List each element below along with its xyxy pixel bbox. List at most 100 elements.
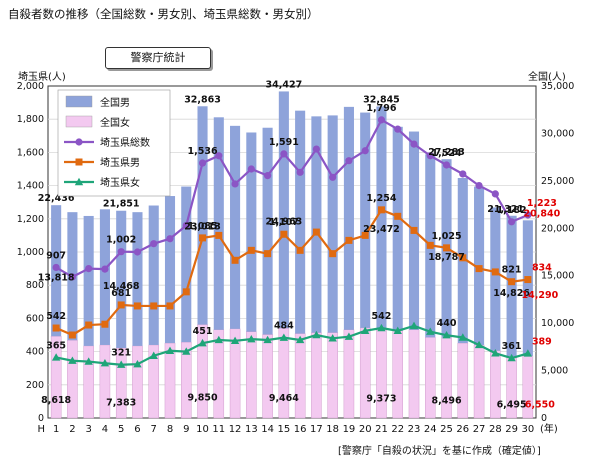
right-tick-label: 10,000 bbox=[541, 318, 574, 329]
national-total-label: 21,321 bbox=[487, 204, 524, 215]
bar-national-female bbox=[50, 336, 62, 419]
marker-埼玉県女 bbox=[84, 357, 93, 365]
marker-埼玉県男 bbox=[150, 302, 158, 310]
national-female-label: 9,850 bbox=[188, 392, 218, 403]
marker-埼玉県女 bbox=[426, 327, 435, 335]
marker-埼玉県女 bbox=[312, 330, 321, 339]
bar-national-female bbox=[246, 331, 257, 419]
bar-national-female bbox=[99, 344, 111, 419]
national-male-label: 23,013 bbox=[184, 221, 221, 232]
bar-national-female bbox=[343, 329, 355, 419]
marker-埼玉県男 bbox=[426, 241, 434, 249]
bar-national-female bbox=[115, 347, 127, 419]
national-female-label: 8,496 bbox=[432, 395, 462, 406]
national-total-label: 32,845 bbox=[363, 94, 400, 105]
national-male-label: 13,818 bbox=[38, 272, 75, 283]
legend-box bbox=[57, 89, 171, 197]
left-axis-label: 埼玉県(人) bbox=[18, 72, 66, 83]
x-tick-label: 21 bbox=[375, 424, 388, 435]
marker-埼玉県総数 bbox=[296, 168, 304, 176]
x-tick-label: 26 bbox=[456, 424, 469, 435]
saitama-male-label: 1,025 bbox=[432, 231, 462, 242]
saitama-male-label: 1,107 bbox=[269, 217, 299, 228]
x-tick-label: 14 bbox=[261, 424, 274, 435]
bar-national-male bbox=[83, 215, 94, 346]
left-tick-label: 800 bbox=[26, 280, 44, 291]
bar-national-male bbox=[51, 205, 62, 337]
marker-埼玉県男 bbox=[117, 301, 125, 309]
left-tick-label: 1,800 bbox=[17, 114, 44, 125]
saitama-total-label: 1,182 bbox=[497, 205, 527, 216]
x-tick-label: 7 bbox=[151, 424, 157, 435]
marker-埼玉県男 bbox=[296, 246, 304, 254]
national-male-label: 14,468 bbox=[103, 281, 140, 292]
marker-埼玉県男 bbox=[443, 244, 451, 252]
x-tick-label: 27 bbox=[473, 424, 486, 435]
marker-埼玉県女 bbox=[393, 326, 402, 335]
x-tick-label: 30 bbox=[521, 424, 534, 435]
marker-埼玉県総数 bbox=[264, 172, 272, 180]
bar-national-female bbox=[376, 328, 387, 419]
x-tick-label: 10 bbox=[196, 424, 209, 435]
marker-埼玉県男 bbox=[475, 265, 483, 273]
source-badge: 警察庁統計 bbox=[105, 47, 211, 69]
marker-埼玉県男 bbox=[231, 256, 239, 264]
left-tick-label: 600 bbox=[26, 313, 44, 324]
marker-埼玉県女 bbox=[247, 334, 256, 343]
x-axis-suffix: (年) bbox=[540, 422, 558, 435]
marker-埼玉県男 bbox=[524, 276, 532, 284]
marker-埼玉県女 bbox=[68, 356, 77, 364]
marker-埼玉県男 bbox=[182, 288, 190, 296]
national-total-label: 21,851 bbox=[103, 199, 140, 210]
marker-埼玉県男 bbox=[377, 206, 385, 214]
legend-label: 全国男 bbox=[100, 96, 130, 109]
right-tick-label: 15,000 bbox=[541, 271, 574, 282]
x-tick-label: 13 bbox=[245, 424, 258, 435]
marker-埼玉県女 bbox=[165, 346, 175, 354]
x-tick-label: 19 bbox=[343, 424, 356, 435]
bar-national-male bbox=[522, 220, 533, 356]
marker-埼玉県女 bbox=[442, 330, 451, 339]
bar-national-male bbox=[67, 212, 78, 341]
bar-national-male bbox=[490, 207, 501, 351]
marker-埼玉県女 bbox=[117, 360, 126, 368]
marker-埼玉県男 bbox=[133, 302, 141, 310]
national-male-label: 18,787 bbox=[428, 252, 465, 263]
right-tick-label: 5,000 bbox=[541, 366, 568, 377]
left-tick-label: 1,000 bbox=[17, 247, 44, 258]
national-male-label: 14,290 bbox=[522, 290, 559, 301]
marker-埼玉県総数 bbox=[312, 145, 320, 153]
right-tick-label: 30,000 bbox=[541, 128, 574, 139]
saitama-total-label: 1,223 bbox=[527, 198, 557, 209]
marker-埼玉県女 bbox=[133, 360, 142, 368]
marker-埼玉県女 bbox=[377, 323, 386, 332]
marker-埼玉県女 bbox=[491, 349, 500, 357]
chart-title: 自殺者数の推移（全国総数・男女別、埼玉県総数・男女別） bbox=[8, 7, 319, 21]
saitama-female-label: 542 bbox=[372, 311, 392, 322]
marker-埼玉県男 bbox=[491, 268, 499, 276]
marker-埼玉県総数 bbox=[426, 152, 434, 160]
legend-marker bbox=[74, 177, 84, 186]
marker-埼玉県女 bbox=[328, 334, 337, 342]
bar-national-male bbox=[376, 106, 387, 330]
national-female-label: 8,618 bbox=[41, 395, 71, 406]
bar-national-male bbox=[197, 106, 208, 325]
legend-swatch bbox=[65, 115, 93, 128]
marker-埼玉県男 bbox=[85, 321, 93, 329]
bar-national-male bbox=[164, 196, 176, 344]
marker-埼玉県女 bbox=[344, 332, 354, 340]
marker-埼玉県男 bbox=[101, 320, 109, 328]
marker-埼玉県男 bbox=[410, 226, 418, 234]
marker-埼玉県総数 bbox=[491, 190, 499, 198]
plot-frame bbox=[47, 85, 537, 419]
bar-national-male bbox=[408, 131, 420, 330]
marker-埼玉県男 bbox=[215, 231, 223, 239]
bar-national-female bbox=[425, 337, 436, 419]
bar-national-female bbox=[473, 344, 485, 419]
bar-national-male bbox=[116, 210, 127, 348]
marker-埼玉県総数 bbox=[377, 116, 386, 124]
marker-埼玉県女 bbox=[409, 321, 419, 330]
marker-埼玉県男 bbox=[247, 246, 255, 254]
marker-埼玉県総数 bbox=[508, 218, 516, 226]
